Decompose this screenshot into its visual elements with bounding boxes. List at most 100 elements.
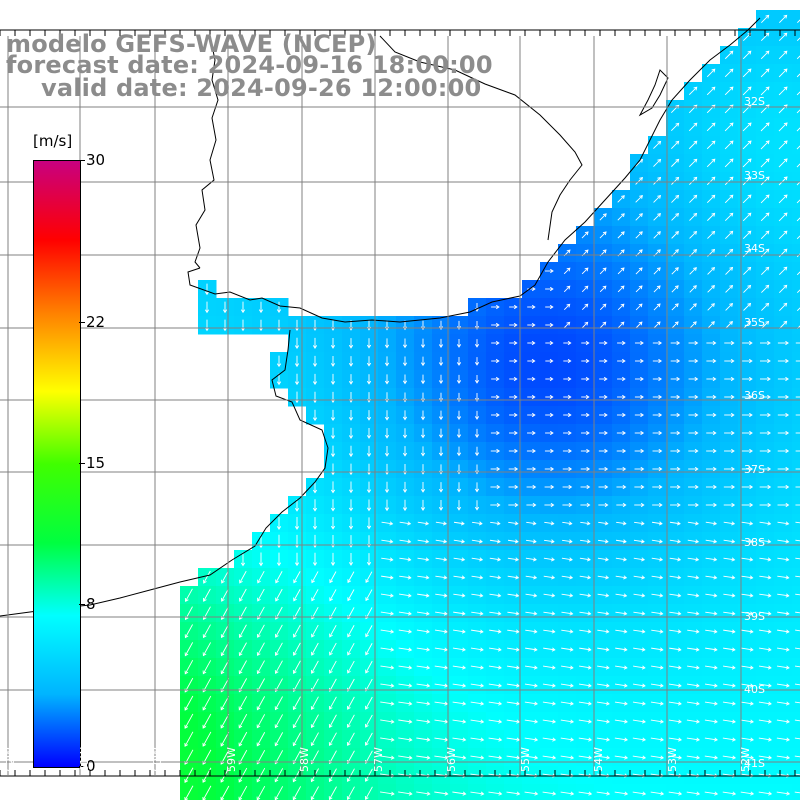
wind-arrow — [402, 499, 408, 512]
wind-arrow — [239, 588, 247, 602]
wind-arrow — [527, 412, 536, 418]
wind-arrow — [761, 284, 770, 293]
wind-speed-cell — [378, 784, 397, 800]
wind-arrow — [474, 410, 480, 420]
wind-arrow — [417, 575, 430, 580]
wind-arrow — [704, 737, 718, 742]
wind-speed-cell — [792, 28, 800, 47]
wind-arrow — [653, 303, 661, 311]
wind-arrow — [292, 696, 301, 711]
wind-arrow — [506, 737, 521, 742]
wind-arrow — [635, 303, 643, 311]
wind-arrow — [578, 701, 592, 706]
wind-arrow — [794, 755, 800, 758]
wind-arrow — [653, 267, 661, 275]
wind-arrow — [707, 321, 715, 329]
wind-arrow — [668, 719, 682, 724]
wind-speed-cell — [792, 766, 800, 785]
wind-arrow — [347, 589, 355, 602]
wind-arrow — [795, 342, 800, 344]
wind-arrow — [203, 570, 211, 584]
wind-arrow — [651, 557, 664, 562]
wind-arrow — [384, 356, 390, 367]
border-river — [194, 35, 219, 269]
wind-arrow — [596, 701, 610, 706]
wind-arrow — [452, 665, 467, 670]
wind-arrow — [384, 446, 390, 457]
wind-arrow — [596, 791, 611, 796]
wind-arrow — [740, 683, 754, 688]
wind-arrow — [596, 683, 610, 688]
wind-arrow — [470, 737, 485, 742]
wind-arrow — [669, 539, 681, 544]
wind-arrow — [795, 414, 800, 416]
wind-arrow — [653, 285, 661, 293]
wind-arrow — [506, 665, 520, 670]
wind-arrow — [741, 466, 754, 472]
wind-speed-cell — [792, 100, 800, 119]
wind-arrow — [617, 231, 625, 239]
wind-arrow — [330, 481, 336, 494]
wind-arrow — [743, 302, 752, 311]
wind-arrow — [544, 502, 555, 508]
wind-arrow — [760, 176, 770, 186]
wind-arrow — [632, 791, 647, 796]
wind-arrow — [560, 737, 575, 742]
wind-arrow — [348, 517, 354, 530]
wind-arrow — [778, 140, 788, 150]
wind-arrow — [581, 340, 590, 346]
wind-arrow — [688, 448, 699, 454]
wind-arrow — [597, 611, 610, 616]
wind-arrow — [724, 194, 734, 204]
wind-arrow — [434, 791, 449, 796]
wind-arrow — [634, 358, 644, 364]
wind-arrow — [276, 355, 282, 368]
wind-arrow — [294, 516, 300, 530]
wind-arrow — [578, 683, 592, 688]
wind-arrow — [310, 696, 319, 711]
wind-arrow — [256, 624, 265, 638]
wind-arrow — [402, 374, 408, 385]
wind-arrow — [276, 301, 282, 314]
wind-arrow — [706, 194, 716, 204]
wind-arrow — [599, 285, 607, 293]
wind-arrow — [725, 321, 733, 329]
wind-arrow — [435, 575, 448, 580]
wind-arrow — [687, 539, 700, 544]
wind-arrow — [240, 319, 246, 332]
wind-arrow — [347, 660, 355, 674]
wind-arrow — [652, 412, 663, 418]
wind-arrow — [724, 430, 735, 436]
wind-arrow — [328, 786, 337, 800]
wind-arrow — [778, 158, 788, 168]
wind-arrow — [578, 737, 593, 742]
wind-arrow — [384, 428, 390, 439]
wind-arrow — [398, 647, 413, 652]
wind-arrow — [776, 701, 790, 706]
wind-arrow — [456, 374, 462, 384]
wind-arrow — [705, 557, 718, 562]
longitude-label: 62W — [4, 747, 17, 772]
wind-arrow — [759, 502, 772, 508]
wind-arrow — [184, 659, 194, 675]
wind-arrow — [795, 468, 800, 470]
wind-arrow — [456, 356, 462, 366]
wind-arrow — [364, 786, 373, 800]
wind-arrow — [184, 695, 194, 711]
wind-arrow — [311, 589, 319, 602]
wind-arrow — [470, 701, 485, 706]
wind-arrow — [328, 732, 337, 747]
wind-arrow — [633, 593, 646, 598]
wind-arrow — [490, 521, 501, 526]
wind-arrow — [688, 394, 699, 400]
wind-arrow — [760, 32, 770, 42]
wind-arrow — [420, 338, 426, 349]
wind-arrow — [741, 502, 754, 508]
wind-arrow — [563, 285, 571, 293]
wind-arrow — [615, 665, 628, 670]
wind-speed-cell — [792, 298, 800, 317]
wind-arrow — [724, 358, 735, 364]
wind-arrow — [706, 430, 717, 436]
wind-speed-cell — [774, 784, 793, 800]
wind-arrow — [670, 484, 681, 490]
